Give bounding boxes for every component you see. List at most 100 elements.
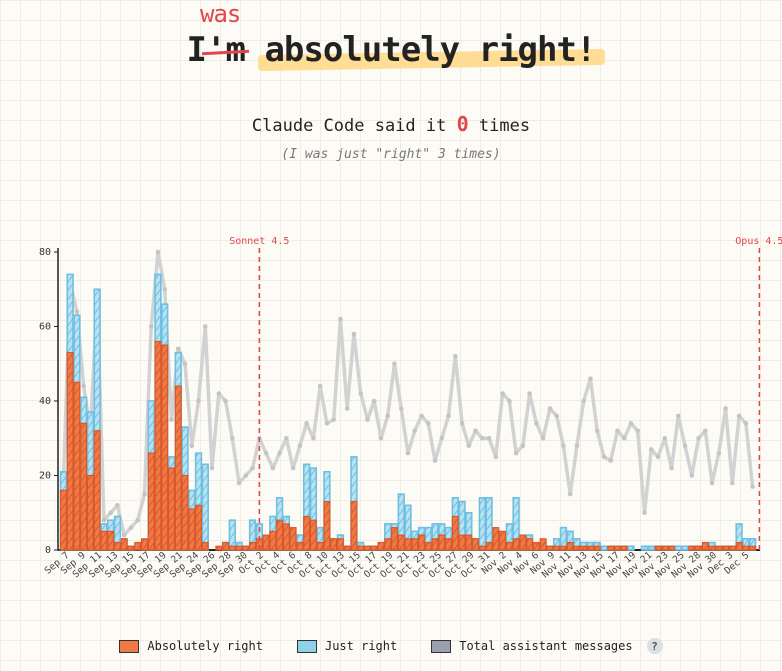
bar-absolutely-right — [614, 545, 621, 551]
point-total — [101, 517, 107, 523]
bar-absolutely-right — [553, 545, 561, 551]
point-total — [202, 324, 208, 329]
point-total — [209, 465, 215, 471]
point-total — [662, 435, 668, 441]
bar-just-right — [228, 519, 236, 551]
legend-item-absolutely[interactable]: Absolutely right — [119, 639, 263, 653]
point-total — [655, 454, 661, 460]
bar-absolutely-right — [249, 541, 257, 551]
bar-absolutely-right — [397, 534, 405, 551]
point-total — [419, 413, 424, 419]
point-total — [581, 398, 586, 404]
bar-absolutely-right — [472, 538, 480, 551]
point-total — [358, 391, 363, 396]
bar-absolutely-right — [485, 541, 493, 551]
bar-absolutely-right — [323, 500, 331, 551]
point-total — [398, 406, 404, 411]
legend-swatch-absolutely — [119, 639, 140, 653]
bar-just-right — [201, 463, 209, 551]
point-total — [338, 316, 343, 322]
point-total — [223, 398, 228, 404]
bar-absolutely-right — [228, 545, 236, 551]
point-total — [182, 361, 188, 367]
point-total — [466, 443, 472, 448]
point-total — [703, 428, 708, 434]
bar-absolutely-right — [350, 500, 358, 551]
bar-absolutely-right — [519, 534, 527, 551]
bar-absolutely-right — [86, 474, 94, 551]
bar-absolutely-right — [478, 545, 486, 551]
bar-absolutely-right — [336, 538, 344, 551]
bar-absolutely-right — [559, 545, 567, 551]
point-total — [405, 450, 411, 456]
subtitle-note: (I was just "right" 3 times) — [281, 147, 501, 162]
title-correction: was — [200, 0, 241, 28]
bar-absolutely-right — [566, 541, 574, 551]
subtitle-after: times — [478, 116, 531, 136]
bar-absolutely-right — [100, 530, 108, 551]
bar-absolutely-right — [728, 545, 736, 551]
bar-absolutely-right — [701, 541, 709, 551]
point-total — [317, 383, 323, 389]
bar-absolutely-right — [134, 541, 142, 551]
point-total — [540, 435, 546, 441]
bar-absolutely-right — [181, 474, 189, 551]
bar-absolutely-right — [269, 530, 277, 551]
bar-absolutely-right — [303, 515, 311, 551]
title-highlight: absolutely right! — [264, 30, 596, 70]
point-total — [142, 491, 147, 497]
point-total — [608, 458, 614, 463]
legend-label-just: Just right — [324, 639, 398, 653]
point-total — [574, 443, 580, 448]
point-total — [507, 398, 512, 404]
point-total — [669, 465, 674, 471]
point-total — [486, 435, 492, 441]
point-total — [453, 354, 458, 359]
point-total — [81, 383, 86, 389]
point-total — [567, 491, 573, 497]
point-total — [74, 309, 80, 314]
title-rest: absolutely right! — [264, 30, 596, 70]
point-total — [716, 450, 722, 456]
bar-absolutely-right — [73, 381, 81, 551]
bar-absolutely-right — [113, 541, 121, 551]
point-total — [513, 450, 519, 456]
point-total — [263, 450, 269, 456]
point-total — [439, 435, 445, 441]
point-total — [675, 413, 681, 419]
point-total — [175, 346, 181, 352]
info-icon[interactable]: ? — [646, 638, 663, 654]
bar-absolutely-right — [276, 519, 284, 551]
bar-absolutely-right — [222, 541, 230, 551]
bar-just-right — [478, 497, 487, 551]
annotation-label: Sonnet 4.5 — [229, 236, 289, 247]
point-total — [446, 413, 451, 419]
point-total — [344, 406, 350, 411]
point-total — [730, 480, 735, 486]
bar-absolutely-right — [404, 538, 412, 551]
point-total — [351, 331, 357, 337]
bar-absolutely-right — [586, 545, 594, 551]
point-total — [696, 435, 701, 441]
point-total — [297, 443, 303, 448]
bar-absolutely-right — [201, 541, 209, 551]
y-tick-label: 80 — [39, 247, 51, 258]
point-total — [121, 532, 127, 538]
bar-absolutely-right — [593, 545, 601, 551]
bar-absolutely-right — [499, 530, 507, 551]
legend-item-total[interactable]: Total assistant messages ? — [431, 638, 663, 654]
title-prefix: I — [186, 30, 208, 70]
point-total — [270, 465, 276, 471]
bar-absolutely-right — [357, 545, 365, 551]
legend-item-just[interactable]: Just right — [296, 639, 398, 653]
subtitle: Claude Code said it 0 times — [0, 112, 782, 136]
bar-absolutely-right — [580, 545, 588, 551]
title-struck-text: was'm — [200, 0, 246, 70]
point-total — [594, 428, 600, 434]
bar-absolutely-right — [289, 527, 297, 551]
bar-absolutely-right — [391, 527, 398, 551]
point-total — [392, 361, 397, 367]
point-total — [365, 417, 370, 422]
